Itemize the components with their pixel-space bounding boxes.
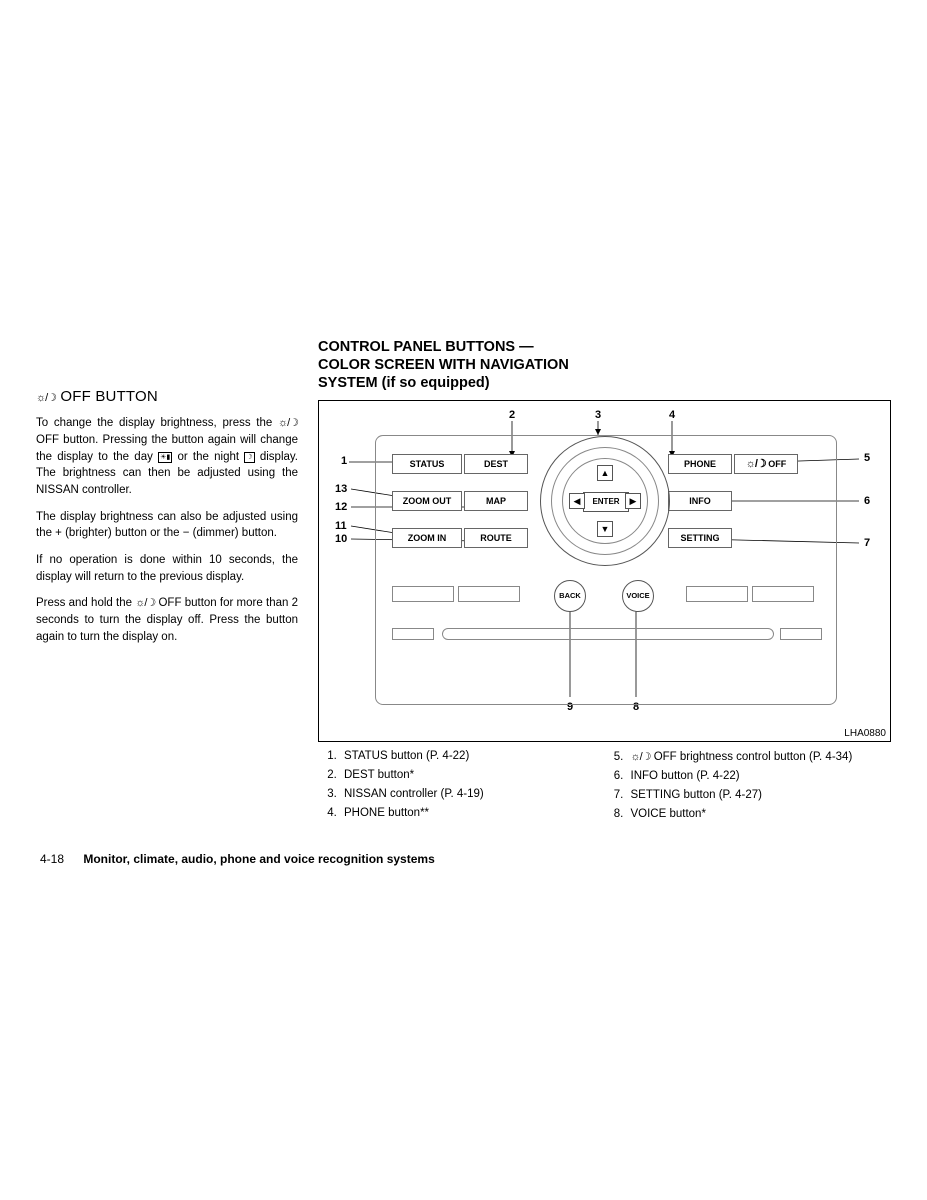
paragraph-1: To change the display brightness, press … [36, 415, 298, 499]
arrow-right-icon: ▶ [625, 493, 641, 509]
paragraph-3: If no operation is done within 10 second… [36, 552, 298, 585]
callout-10: 10 [335, 533, 347, 545]
callout-4: 4 [669, 409, 675, 421]
page-footer: 4-18 Monitor, climate, audio, phone and … [40, 852, 435, 866]
control-panel-heading: CONTROL PANEL BUTTONS — COLOR SCREEN WIT… [318, 338, 891, 392]
dest-button: DEST [464, 454, 528, 474]
legend-item: INFO button (P. 4-22) [627, 770, 892, 782]
back-button: BACK [554, 580, 586, 612]
paragraph-4: Press and hold the ☼/☽ OFF button for mo… [36, 595, 298, 645]
blank-button [458, 586, 520, 602]
arrow-up-icon: ▲ [597, 465, 613, 481]
route-button: ROUTE [464, 528, 528, 548]
zoom-in-button: ZOOM IN [392, 528, 462, 548]
blank-button [780, 628, 822, 640]
blank-button [392, 586, 454, 602]
paragraph-2: The display brightness can also be adjus… [36, 509, 298, 542]
zoom-out-button: ZOOM OUT [392, 491, 462, 511]
day-icon: ☀▮ [158, 452, 172, 463]
callout-3: 3 [595, 409, 601, 421]
callout-6: 6 [864, 495, 870, 507]
blank-button [752, 586, 814, 602]
diagram-id: LHA0880 [844, 728, 886, 739]
legend-item: ☼/☽ OFF brightness control button (P. 4-… [627, 750, 892, 763]
sun-moon-icon: ☼/☽ [631, 751, 651, 763]
status-button: STATUS [392, 454, 462, 474]
disc-slot [442, 628, 774, 640]
body-text: To change the display brightness, press … [36, 415, 298, 646]
legend-item: PHONE button** [340, 807, 605, 819]
sun-moon-icon: ☼/☽ [278, 417, 298, 429]
sun-moon-icon: ☼/☽ [135, 597, 155, 609]
callout-5: 5 [864, 452, 870, 464]
footer-title: Monitor, climate, audio, phone and voice… [83, 852, 434, 866]
off-button: ☼/☽ OFF [734, 454, 798, 474]
callout-1: 1 [341, 455, 347, 467]
controller-ring: ENTER ▲ ▼ ◀ ▶ [551, 447, 659, 555]
map-button: MAP [464, 491, 528, 511]
sun-moon-icon: ☼/☽ [36, 392, 56, 404]
left-column: ☼/☽ OFF BUTTON To change the display bri… [36, 388, 298, 656]
legend-item: VOICE button* [627, 808, 892, 820]
callout-11: 11 [335, 520, 347, 532]
off-button-heading: ☼/☽ OFF BUTTON [36, 388, 298, 405]
night-icon: ☽ [244, 452, 254, 463]
page: ☼/☽ OFF BUTTON To change the display bri… [0, 0, 927, 1200]
callout-2: 2 [509, 409, 515, 421]
voice-button: VOICE [622, 580, 654, 612]
setting-button: SETTING [668, 528, 732, 548]
legend-col-left: STATUS button (P. 4-22) DEST button* NIS… [318, 750, 605, 827]
blank-button [392, 628, 434, 640]
callout-12: 12 [335, 501, 347, 513]
controller-ring-inner: ENTER ▲ ▼ ◀ ▶ [562, 458, 648, 544]
legend-item: STATUS button (P. 4-22) [340, 750, 605, 762]
blank-button [686, 586, 748, 602]
page-number: 4-18 [40, 852, 80, 866]
callout-7: 7 [864, 537, 870, 549]
sun-moon-icon: ☼/☽ [746, 458, 766, 470]
legend-item: DEST button* [340, 769, 605, 781]
enter-button: ENTER [583, 492, 629, 512]
arrow-down-icon: ▼ [597, 521, 613, 537]
info-button: INFO [668, 491, 732, 511]
arrow-left-icon: ◀ [569, 493, 585, 509]
right-column: CONTROL PANEL BUTTONS — COLOR SCREEN WIT… [318, 338, 891, 827]
legend: STATUS button (P. 4-22) DEST button* NIS… [318, 750, 891, 827]
callout-13: 13 [335, 483, 347, 495]
legend-item: SETTING button (P. 4-27) [627, 789, 892, 801]
legend-col-right: ☼/☽ OFF brightness control button (P. 4-… [605, 750, 892, 827]
phone-button: PHONE [668, 454, 732, 474]
panel-body: STATUS DEST PHONE ☼/☽ OFF ZOOM OUT MAP I… [375, 435, 837, 705]
nissan-controller: ENTER ▲ ▼ ◀ ▶ [540, 436, 670, 566]
heading-text: OFF BUTTON [56, 388, 158, 405]
legend-item: NISSAN controller (P. 4-19) [340, 788, 605, 800]
control-panel-diagram: LHA0880 1 2 3 4 5 6 7 8 9 10 11 12 13 [318, 400, 891, 742]
